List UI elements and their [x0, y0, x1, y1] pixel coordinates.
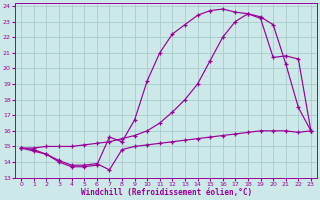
X-axis label: Windchill (Refroidissement éolien,°C): Windchill (Refroidissement éolien,°C) — [81, 188, 252, 197]
